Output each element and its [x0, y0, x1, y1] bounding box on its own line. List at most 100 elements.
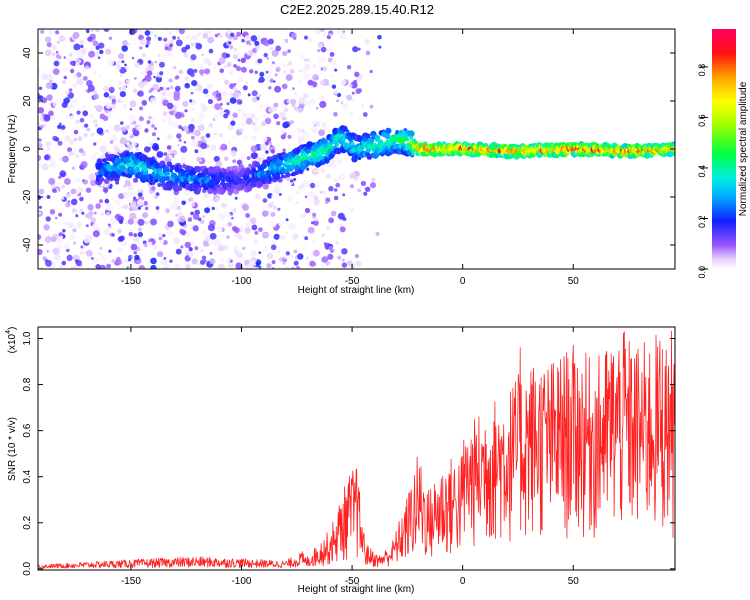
noise-speckle	[245, 117, 253, 125]
noise-speckle	[222, 77, 226, 81]
noise-speckle	[232, 35, 238, 41]
noise-speckle	[304, 236, 309, 241]
noise-speckle	[82, 67, 86, 71]
noise-speckle	[69, 139, 75, 145]
noise-speckle	[86, 29, 90, 33]
noise-speckle	[142, 53, 147, 57]
ridge-point	[166, 172, 170, 176]
noise-speckle	[173, 94, 180, 101]
noise-speckle	[337, 255, 342, 260]
noise-speckle	[105, 102, 113, 109]
noise-speckle	[213, 155, 220, 163]
snr-y-label: SNR (10 * v/v)	[7, 417, 18, 481]
ridge-point	[405, 137, 410, 142]
noise-speckle	[358, 117, 361, 121]
noise-speckle	[362, 112, 368, 117]
noise-speckle	[220, 102, 223, 106]
noise-speckle	[52, 188, 57, 194]
noise-speckle	[167, 51, 173, 58]
spectrogram-y-label: Frequency (Hz)	[7, 115, 18, 184]
noise-speckle	[166, 87, 170, 91]
noise-speckle	[230, 150, 237, 157]
noise-speckle	[64, 221, 69, 226]
noise-speckle	[285, 218, 289, 222]
ridge-point	[399, 129, 404, 134]
noise-speckle	[188, 247, 193, 252]
noise-speckle	[271, 49, 279, 57]
snr-panel: -150 -100 -50 0 50 0.0 0.2 0.4 0.6 0.8 1.0 Height…	[5, 326, 676, 595]
noise-speckle	[277, 82, 281, 85]
noise-speckle	[139, 106, 144, 111]
noise-speckle	[299, 69, 302, 73]
noise-speckle	[138, 188, 143, 193]
noise-speckle	[72, 241, 77, 245]
noise-speckle	[300, 104, 304, 109]
noise-speckle	[305, 256, 309, 260]
noise-speckle	[98, 154, 102, 159]
ridge-point	[370, 139, 375, 143]
noise-speckle	[163, 257, 167, 260]
noise-speckle	[148, 115, 152, 120]
noise-speckle	[240, 225, 244, 229]
noise-speckle	[220, 258, 225, 263]
x-tick-label: -100	[231, 576, 251, 587]
noise-speckle	[122, 40, 128, 46]
noise-speckle	[69, 103, 74, 108]
noise-speckle	[204, 236, 211, 242]
ridge-point	[407, 130, 415, 138]
noise-speckle	[310, 120, 316, 125]
noise-speckle	[133, 233, 138, 238]
noise-speckle	[240, 57, 246, 63]
noise-speckle	[72, 228, 77, 233]
noise-speckle	[76, 178, 80, 183]
noise-speckle	[52, 102, 57, 107]
noise-speckle	[154, 127, 158, 131]
noise-speckle	[38, 154, 42, 162]
noise-speckle	[184, 76, 189, 81]
noise-speckle	[129, 100, 137, 108]
ridge-point	[248, 186, 252, 191]
noise-speckle	[322, 66, 328, 72]
noise-speckle	[128, 258, 131, 262]
noise-speckle	[178, 138, 182, 142]
noise-speckle	[252, 122, 256, 126]
noise-speckle	[209, 232, 217, 240]
noise-speckle	[144, 30, 151, 36]
noise-speckle	[198, 112, 206, 120]
noise-speckle	[150, 264, 157, 269]
noise-speckle	[333, 249, 337, 252]
noise-speckle	[90, 47, 95, 52]
noise-speckle	[200, 136, 205, 141]
noise-speckle	[111, 258, 116, 264]
noise-speckle	[216, 240, 221, 245]
noise-speckle	[69, 115, 75, 120]
noise-speckle	[184, 190, 190, 197]
noise-speckle	[341, 262, 348, 268]
noise-speckle	[147, 205, 151, 208]
noise-speckle	[38, 201, 41, 206]
noise-speckle	[285, 251, 290, 256]
noise-speckle	[75, 61, 80, 67]
noise-speckle	[199, 69, 205, 75]
noise-speckle	[60, 124, 66, 130]
noise-speckle	[283, 256, 287, 260]
noise-speckle	[88, 210, 94, 216]
noise-speckle	[62, 155, 69, 163]
noise-speckle	[108, 223, 111, 227]
noise-speckle	[219, 107, 223, 111]
noise-speckle	[290, 120, 294, 124]
noise-speckle	[146, 146, 151, 151]
noise-speckle	[307, 226, 315, 234]
noise-speckle	[119, 91, 126, 98]
noise-speckle	[220, 143, 228, 151]
noise-speckle	[183, 52, 189, 58]
noise-speckle	[45, 82, 53, 89]
noise-speckle	[66, 254, 73, 261]
ridge-point	[154, 178, 159, 183]
noise-speckle	[202, 215, 205, 218]
noise-speckle	[137, 90, 144, 97]
noise-speckle	[129, 108, 133, 111]
noise-speckle	[166, 229, 174, 237]
noise-speckle	[269, 78, 274, 83]
ridge-point	[99, 177, 105, 182]
